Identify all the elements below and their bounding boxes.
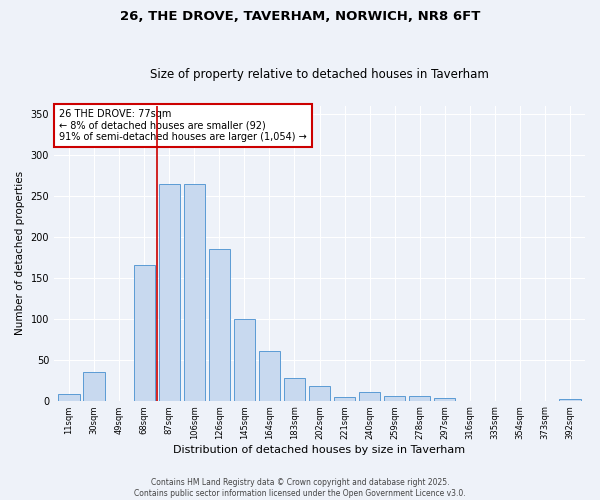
Bar: [209, 249, 230, 400]
Text: 26, THE DROVE, TAVERHAM, NORWICH, NR8 6FT: 26, THE DROVE, TAVERHAM, NORWICH, NR8 6F…: [120, 10, 480, 23]
Bar: [58, 394, 80, 400]
Bar: [284, 378, 305, 400]
Y-axis label: Number of detached properties: Number of detached properties: [15, 171, 25, 335]
Bar: [434, 398, 455, 400]
Bar: [259, 352, 280, 401]
Bar: [334, 398, 355, 400]
Bar: [184, 184, 205, 400]
X-axis label: Distribution of detached houses by size in Taverham: Distribution of detached houses by size …: [173, 445, 466, 455]
Bar: [83, 372, 105, 400]
Bar: [158, 184, 180, 400]
Bar: [359, 392, 380, 400]
Bar: [409, 396, 430, 400]
Text: 26 THE DROVE: 77sqm
← 8% of detached houses are smaller (92)
91% of semi-detache: 26 THE DROVE: 77sqm ← 8% of detached hou…: [59, 108, 307, 142]
Bar: [234, 318, 255, 400]
Title: Size of property relative to detached houses in Taverham: Size of property relative to detached ho…: [150, 68, 489, 81]
Bar: [384, 396, 406, 400]
Text: Contains HM Land Registry data © Crown copyright and database right 2025.
Contai: Contains HM Land Registry data © Crown c…: [134, 478, 466, 498]
Bar: [559, 399, 581, 400]
Bar: [309, 386, 330, 400]
Bar: [134, 266, 155, 400]
